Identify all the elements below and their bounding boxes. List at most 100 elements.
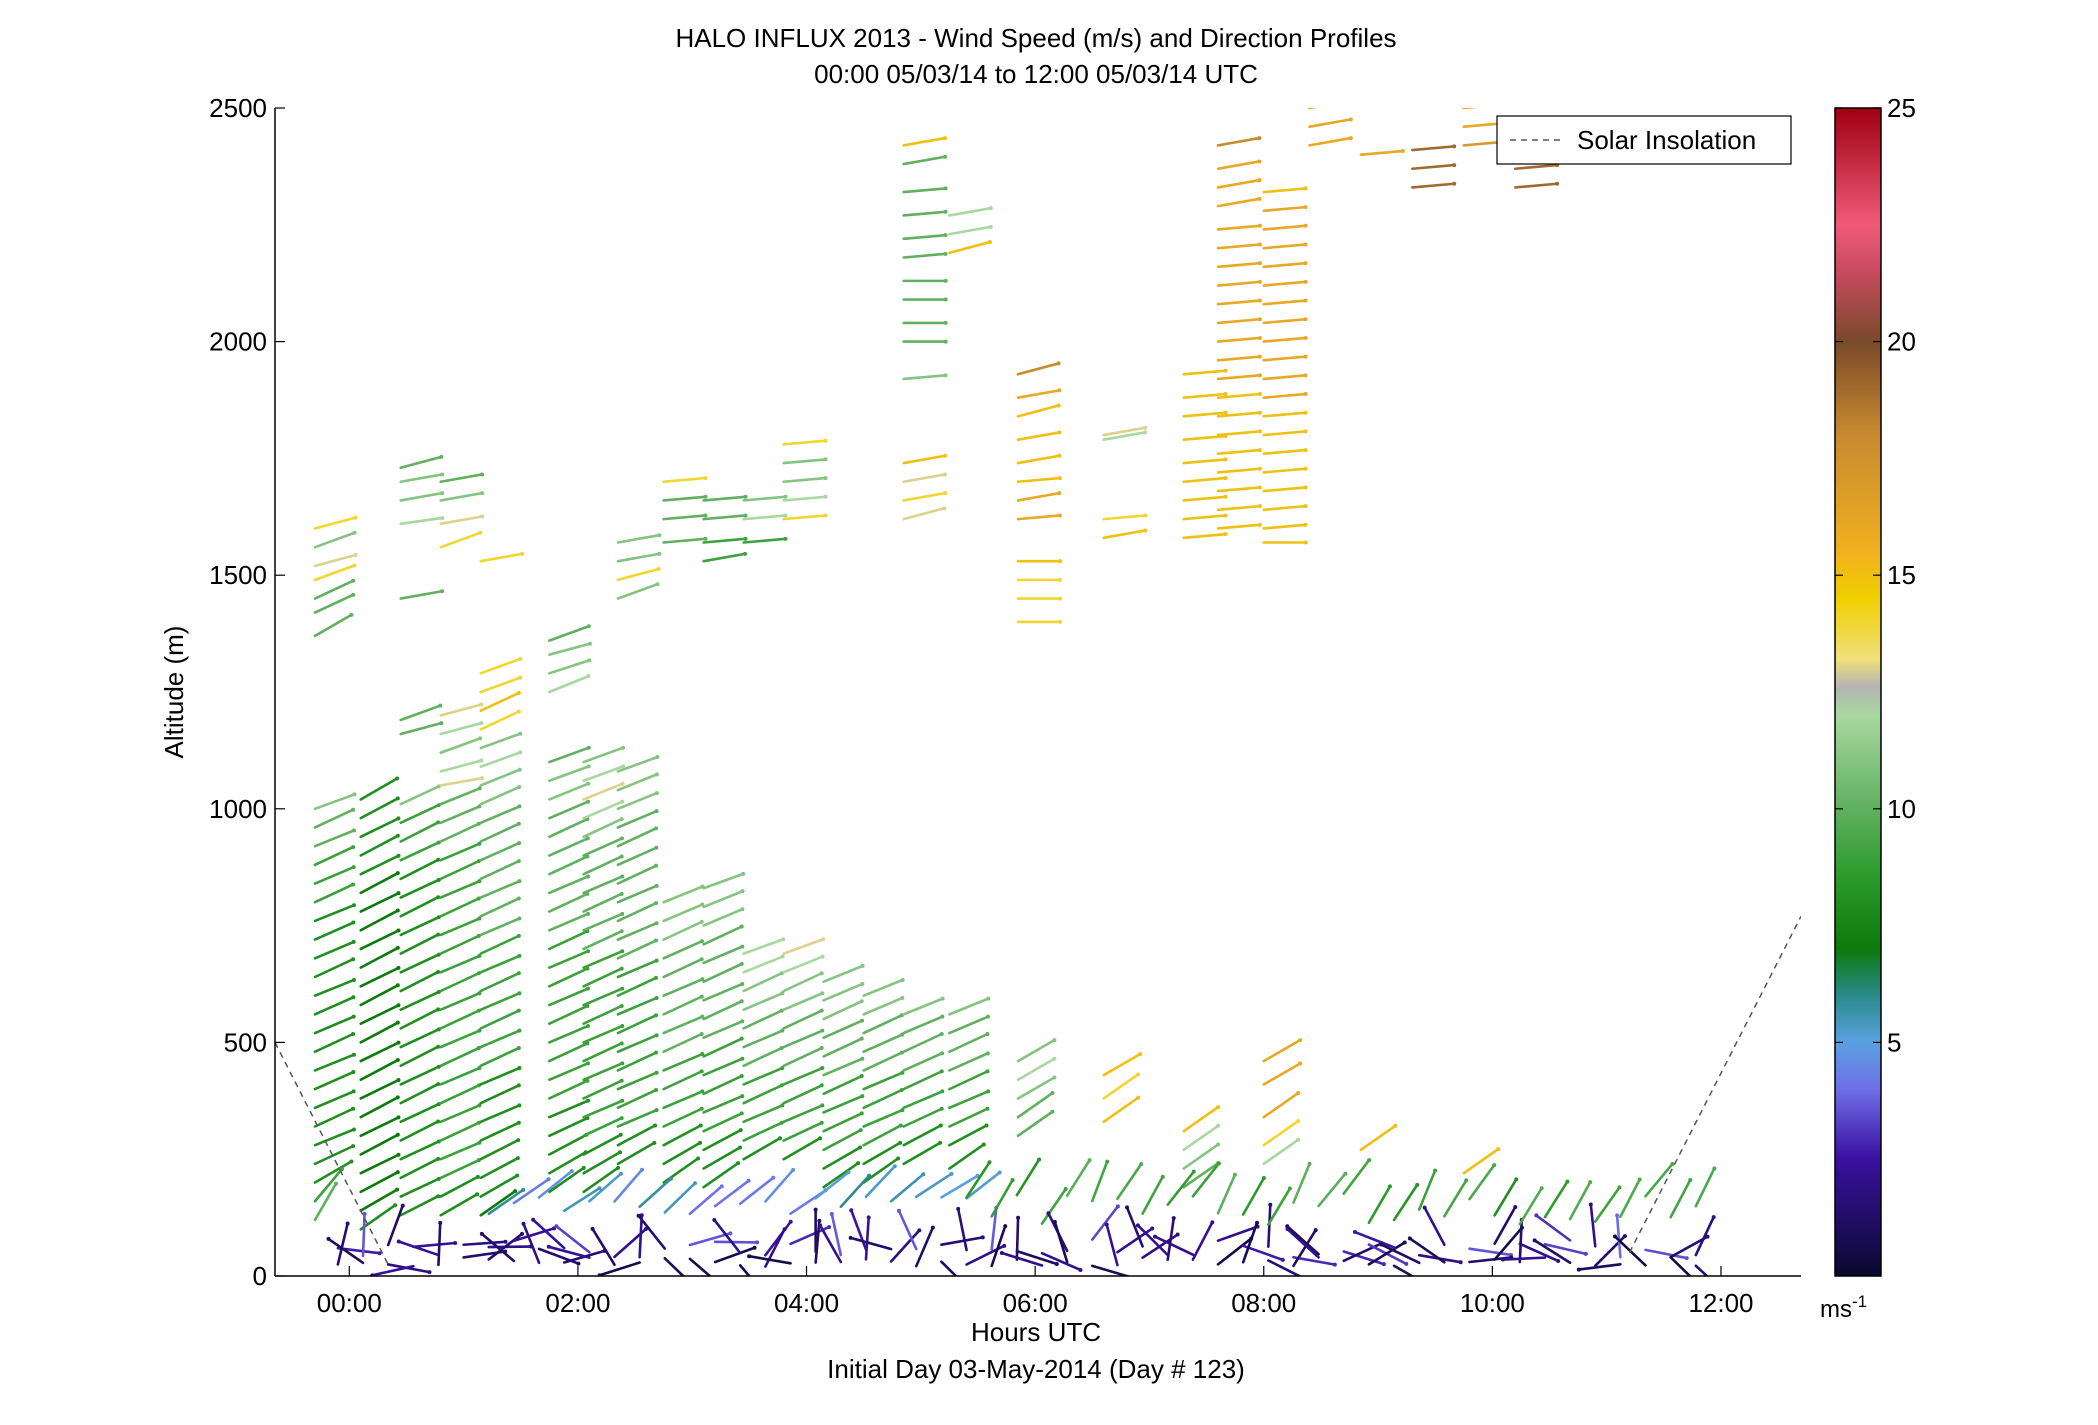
- wind-barb: [582, 967, 623, 988]
- wind-barb: [1016, 454, 1061, 465]
- wind-barb: [662, 495, 707, 502]
- wind-barb: [990, 1224, 1007, 1268]
- wind-barb-head: [1057, 430, 1062, 435]
- wind-barb-head: [1057, 491, 1062, 496]
- wind-barb: [948, 1015, 990, 1035]
- wind-barb: [359, 1116, 400, 1138]
- wind-barb-head: [619, 836, 624, 841]
- wind-barb: [313, 995, 355, 1016]
- wind-barb-head: [1296, 1091, 1301, 1096]
- wind-barb-head: [1637, 1177, 1642, 1182]
- wind-barb-head: [1052, 1038, 1057, 1043]
- wind-barb-head: [699, 919, 704, 924]
- wind-barb-head: [620, 986, 625, 991]
- x-tick-label: 12:00: [1688, 1288, 1753, 1318]
- wind-barb: [399, 1140, 441, 1161]
- wind-barb: [1216, 243, 1262, 250]
- wind-barb-head: [1255, 1220, 1260, 1225]
- wind-barb: [902, 1107, 944, 1128]
- wind-barb-head: [436, 932, 441, 937]
- wind-barb-head: [741, 871, 746, 876]
- wind-barb: [889, 1172, 925, 1203]
- wind-barb-head: [997, 1170, 1002, 1175]
- wind-barb: [582, 1150, 622, 1175]
- wind-barb: [1359, 149, 1405, 157]
- wind-barb-head: [719, 1184, 724, 1189]
- wind-barb-head: [636, 1213, 641, 1218]
- wind-barb: [399, 1102, 441, 1124]
- wind-barb: [948, 997, 990, 1016]
- wind-barb-head: [653, 1123, 658, 1128]
- wind-barb: [439, 776, 484, 787]
- wind-barb-head: [668, 1176, 673, 1181]
- wind-barb-head: [436, 857, 441, 862]
- wind-barb: [1090, 1205, 1120, 1241]
- wind-barb-head: [823, 494, 828, 499]
- wind-barb: [662, 514, 707, 521]
- wind-barb-head: [516, 1008, 521, 1013]
- wind-barb: [862, 1014, 904, 1035]
- wind-barb-head: [345, 1221, 350, 1226]
- wind-barb: [313, 553, 357, 568]
- wind-barb-head: [1257, 373, 1262, 378]
- wind-barb: [555, 1224, 591, 1254]
- wind-barb-head: [377, 1251, 382, 1256]
- wind-barb-head: [819, 971, 824, 976]
- wind-barb: [548, 837, 590, 857]
- wind-barb: [439, 879, 481, 899]
- wind-barb: [616, 1124, 657, 1147]
- wind-barb: [1191, 1162, 1221, 1198]
- wind-barb-head: [546, 1177, 551, 1182]
- wind-barb: [479, 859, 521, 881]
- wind-barb: [359, 1153, 400, 1175]
- wind-barb-head: [1223, 513, 1228, 518]
- wind-barb: [479, 1084, 521, 1105]
- wind-barb: [1262, 224, 1307, 231]
- wind-barb-head: [1287, 1186, 1292, 1191]
- wind-barb: [1577, 1263, 1622, 1271]
- wind-barb: [1262, 392, 1307, 399]
- wind-barb: [902, 997, 944, 1016]
- wind-barb-head: [585, 1061, 590, 1066]
- wind-barb-head: [516, 821, 521, 826]
- wind-barb: [782, 1136, 822, 1161]
- wind-barb-head: [1191, 1169, 1196, 1174]
- wind-barb: [1216, 1173, 1237, 1215]
- wind-barb: [439, 491, 484, 502]
- wind-barb-head: [517, 1103, 522, 1108]
- wind-barb-head: [698, 1140, 703, 1145]
- wind-barb: [1216, 430, 1262, 437]
- wind-barb: [399, 953, 441, 974]
- wind-barb: [313, 613, 353, 638]
- wind-barb: [439, 954, 481, 974]
- wind-barb-head: [653, 1088, 658, 1093]
- wind-barb: [313, 845, 355, 867]
- wind-barb-head: [1513, 1205, 1518, 1210]
- wind-barb-head: [395, 908, 400, 913]
- wind-barb: [1462, 108, 1479, 110]
- wind-barb: [479, 732, 522, 750]
- wind-barb-head: [1555, 181, 1560, 186]
- wind-barb-head: [1052, 1075, 1057, 1080]
- wind-barb-head: [1705, 1234, 1710, 1239]
- wind-barb-head: [848, 1235, 853, 1240]
- wind-barb: [1216, 411, 1262, 418]
- wind-barb-head: [351, 1127, 356, 1132]
- wind-barb: [822, 1128, 863, 1152]
- wind-barb-head: [984, 1123, 989, 1128]
- wind-barb-head: [1303, 410, 1308, 415]
- wind-barb: [902, 136, 947, 147]
- wind-barb-head: [1261, 1175, 1266, 1180]
- solar-insolation-segment: [1628, 915, 1801, 1253]
- wind-barb-head: [752, 1245, 757, 1250]
- wind-barb: [359, 909, 400, 932]
- wind-barb-head: [1115, 1204, 1120, 1209]
- wind-barb: [479, 1029, 521, 1049]
- wind-barb: [940, 1260, 958, 1276]
- wind-barb: [702, 1020, 744, 1040]
- wind-barb: [313, 579, 355, 600]
- wind-barb-head: [1303, 223, 1308, 228]
- wind-barb-head: [1010, 1177, 1015, 1182]
- wind-barb: [537, 1169, 574, 1199]
- wind-barb-head: [1016, 1215, 1021, 1220]
